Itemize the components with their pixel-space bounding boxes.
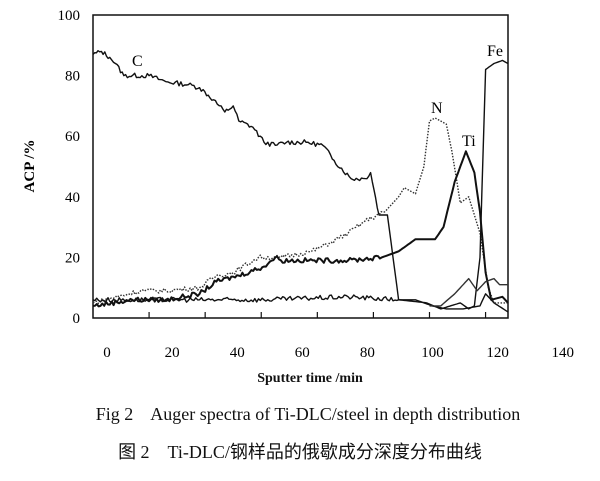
x-tick-label: 20	[165, 345, 180, 361]
x-axis-label: Sputter time /min	[257, 371, 363, 386]
y-tick-label: 20	[65, 250, 80, 266]
series-line-c	[92, 50, 509, 313]
series-line-ti	[92, 150, 509, 308]
y-tick-label: 40	[65, 190, 80, 206]
x-tick-label: 0	[103, 345, 111, 361]
series-line-n	[92, 117, 508, 305]
y-tick-label: 80	[65, 69, 80, 85]
figure-caption-chinese: 图 2 Ti-DLC/钢样品的俄歇成分深度分布曲线	[118, 442, 482, 462]
x-tick-label: 120	[486, 345, 509, 361]
series-line-fe	[92, 59, 509, 310]
series-line-unlabeled	[429, 277, 508, 307]
x-tick-label: 40	[230, 345, 245, 361]
x-tick-label: 100	[421, 345, 444, 361]
series-label-n: N	[431, 100, 443, 117]
series-label-c: C	[132, 53, 143, 70]
x-tick-label: 60	[295, 345, 310, 361]
x-tick-label: 140	[551, 345, 574, 361]
figure-caption-english: Fig 2 Auger spectra of Ti-DLC/steel in d…	[95, 404, 521, 424]
plot-frame	[92, 14, 509, 319]
series-label-ti: Ti	[462, 133, 476, 150]
y-tick-label: 100	[58, 8, 81, 24]
y-tick-label: 60	[65, 129, 80, 145]
y-tick-label: 0	[73, 311, 81, 327]
y-axis-label: ACP /%	[22, 140, 38, 193]
series-label-fe: Fe	[487, 43, 503, 60]
x-tick-label: 80	[360, 345, 375, 361]
